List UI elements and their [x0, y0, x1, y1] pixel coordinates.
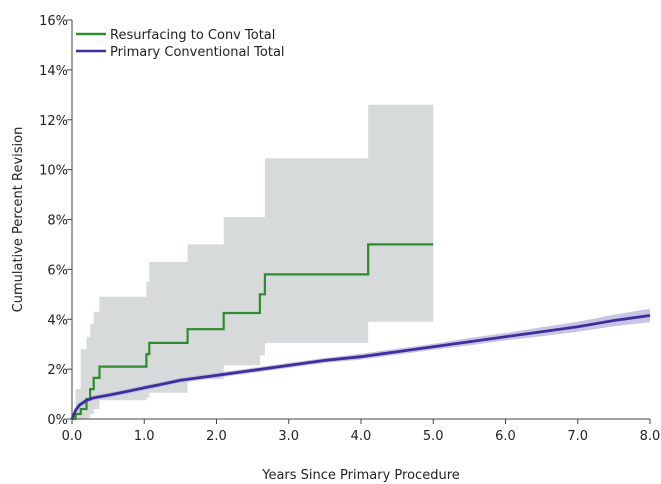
x-tick-label: 3.0 — [278, 429, 299, 444]
series-lines — [70, 243, 651, 421]
x-tick-label: 2.0 — [206, 429, 227, 444]
series-line-resurfacing — [72, 243, 434, 421]
x-tick-label: 6.0 — [495, 429, 516, 444]
y-tick-label: 16% — [39, 14, 68, 29]
x-axis-title: Years Since Primary Procedure — [261, 468, 460, 483]
y-tick-label: 14% — [39, 64, 68, 79]
x-tick-label: 0.0 — [62, 429, 83, 444]
confidence-bands — [72, 104, 650, 420]
y-tick-label: 8% — [47, 214, 68, 229]
ticks: 0.0 1.0 2.0 3.0 4.0 5.0 6.0 7.0 8.0 0% 2% 4% 6% 8% 10%… — [39, 14, 660, 444]
x-tick-label: 1.0 — [134, 429, 155, 444]
legend-label-primary-conventional: Primary Conventional Total — [110, 45, 285, 60]
x-tick-label: 5.0 — [423, 429, 444, 444]
y-tick-label: 4% — [47, 313, 68, 328]
legend-label-resurfacing: Resurfacing to Conv Total — [110, 28, 275, 43]
y-tick-label: 2% — [47, 363, 68, 378]
legend: Resurfacing to Conv Total Primary Conven… — [76, 28, 285, 60]
series-line-primary-conventional — [70, 314, 651, 420]
x-tick-label: 4.0 — [351, 429, 372, 444]
ci-band-resurfacing — [72, 104, 434, 420]
y-axis-title: Cumulative Percent Revision — [11, 127, 26, 313]
y-tick-label: 10% — [39, 164, 68, 179]
y-tick-label: 12% — [39, 114, 68, 129]
x-tick-label: 8.0 — [640, 429, 661, 444]
y-tick-label: 6% — [47, 263, 68, 278]
x-tick-label: 7.0 — [567, 429, 588, 444]
y-tick-label: 0% — [47, 413, 68, 428]
